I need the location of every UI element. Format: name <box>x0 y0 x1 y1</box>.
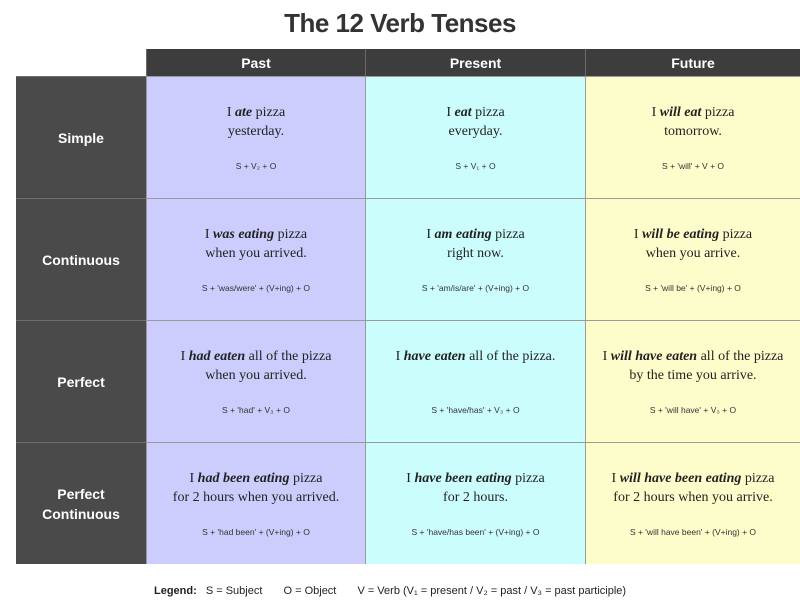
formula: S + 'will have' + V₃ + O <box>649 405 737 415</box>
example-sentence: I eat pizza everyday. <box>446 105 505 139</box>
legend: Legend: S = Subject O = Object V = Verb … <box>154 585 644 597</box>
legend-verb: V = Verb (V₁ = present / V₂ = past / V₃ … <box>357 585 627 597</box>
row-header-continuous: Continuous <box>16 198 146 320</box>
row-header-simple: Simple <box>16 76 146 198</box>
cell-continuous-present: I am eating pizza right now. S + 'am/is/a… <box>365 198 585 320</box>
example-sentence: I had been eating pizza for 2 hours when … <box>172 471 340 505</box>
cell-perfect-continuous-past: I had been eating pizza for 2 hours when … <box>146 442 365 564</box>
cell-perfect-continuous-future: I will have been eating pizza for 2 hours… <box>585 442 800 564</box>
column-header-past: Past <box>146 49 365 76</box>
example-sentence: I have eaten all of the pizza. <box>395 349 556 364</box>
row-header-line: Perfect <box>57 485 105 502</box>
cell-continuous-future: I will be eating pizza when you arrive. S… <box>585 198 800 320</box>
legend-subject: S = Subject <box>205 585 263 597</box>
example-sentence: I had eaten all of the pizza when you arr… <box>180 349 332 383</box>
formula: S + 'will' + V + O <box>661 161 725 171</box>
cell-simple-present: I eat pizza everyday. S + V₁ + O <box>365 76 585 198</box>
example-sentence: I will have been eating pizza for 2 hours… <box>611 471 775 505</box>
example-sentence: I will have eaten all of the pizza by the… <box>602 349 784 383</box>
cell-simple-past: I ate pizza yesterday. S + V₂ + O <box>146 76 365 198</box>
formula: S + 'will be' + (V+ing) + O <box>645 283 741 293</box>
example-sentence: I ate pizza yesterday. <box>226 105 286 139</box>
cell-perfect-past: I had eaten all of the pizza when you arr… <box>146 320 365 442</box>
example-sentence: I was eating pizza when you arrived. <box>204 227 308 261</box>
legend-label: Legend: <box>154 585 197 597</box>
example-sentence: I will be eating pizza when you arrive. <box>633 227 753 261</box>
formula: S + 'had' + V₃ + O <box>222 405 290 415</box>
page-title: The 12 Verb Tenses <box>284 8 516 38</box>
cell-perfect-continuous-present: I have been eating pizza for 2 hours. S +… <box>365 442 585 564</box>
cell-simple-future: I will eat pizza tomorrow. S + 'will' + V… <box>585 76 800 198</box>
formula: S + 'had been' + (V+ing) + O <box>202 527 310 537</box>
formula: S + 'have/has been' + (V+ing) + O <box>411 527 540 537</box>
table-corner <box>16 49 146 76</box>
legend-object: O = Object <box>283 585 337 597</box>
formula: S + 'am/is/are' + (V+ing) + O <box>421 283 530 293</box>
cell-continuous-past: I was eating pizza when you arrived. S + … <box>146 198 365 320</box>
formula: S + 'was/were' + (V+ing) + O <box>201 283 311 293</box>
row-header-perfect: Perfect <box>16 320 146 442</box>
formula: S + 'have/has' + V₃ + O <box>431 405 520 415</box>
formula: S + V₂ + O <box>235 161 277 171</box>
formula: S + V₁ + O <box>455 161 496 171</box>
example-sentence: I will eat pizza tomorrow. <box>651 105 735 139</box>
formula: S + 'will have been' + (V+ing) + O <box>629 527 757 537</box>
column-header-present: Present <box>365 49 585 76</box>
column-header-future: Future <box>585 49 800 76</box>
cell-perfect-present: I have eaten all of the pizza. S + 'have… <box>365 320 585 442</box>
example-sentence: I am eating pizza right now. <box>426 227 525 261</box>
row-header-perfect-continuous: Perfect Continuous <box>16 442 146 564</box>
cell-perfect-future: I will have eaten all of the pizza by the… <box>585 320 800 442</box>
example-sentence: I have been eating pizza for 2 hours. <box>406 471 545 505</box>
row-header-line: Continuous <box>42 505 120 522</box>
tense-table: Past Present Future Simple I ate pizza ye… <box>16 49 800 564</box>
